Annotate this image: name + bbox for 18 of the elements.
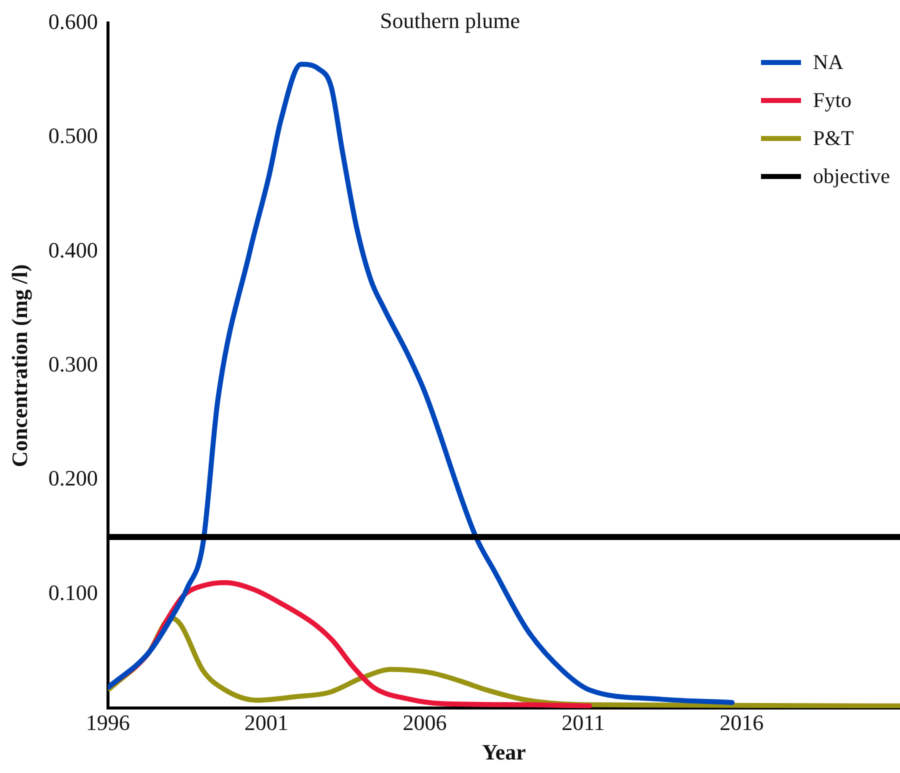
legend-label: P&T <box>813 126 854 151</box>
x-tick-label: 1996 <box>86 710 130 736</box>
legend-label: objective <box>813 164 890 189</box>
x-tick-label: 2001 <box>244 710 288 736</box>
y-tick-label: 0.400 <box>48 237 98 262</box>
y-axis-title: Concentration (mg /l) <box>6 264 32 468</box>
y-tick-label: 0.300 <box>48 351 98 376</box>
chart-title: Southern plume <box>380 8 520 33</box>
y-tick-label: 0.600 <box>48 8 98 34</box>
y-tick-label: 0.100 <box>48 580 98 605</box>
x-axis-title: Year <box>482 739 526 764</box>
legend-label: NA <box>813 50 844 75</box>
y-tick-label: 0.200 <box>48 466 98 491</box>
legend-label: Fyto <box>813 88 852 113</box>
x-tick-label: 2016 <box>720 710 764 736</box>
x-tick-label: 2011 <box>562 710 605 736</box>
x-tick-label: 2006 <box>402 710 447 736</box>
y-tick-label: 0.500 <box>48 123 98 148</box>
